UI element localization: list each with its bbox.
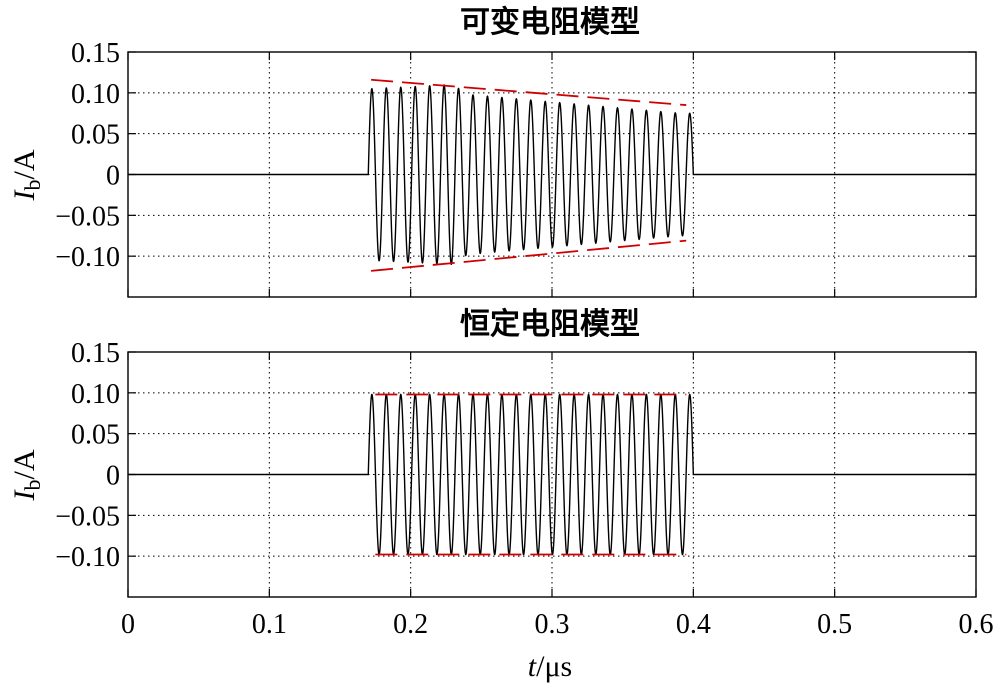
x-tick-label: 0.3	[535, 609, 570, 640]
bottom-panel-frame	[127, 351, 977, 598]
top-panel: 可变电阻模型 0.15 0.10 0.05 0 −0.05 −0.10 Ib/A	[8, 5, 977, 298]
y-tick-label: −0.10	[55, 242, 120, 273]
top-panel-y-tick-labels: 0.15 0.10 0.05 0 −0.05 −0.10	[55, 38, 120, 273]
top-y-label-subscript: b	[20, 180, 45, 191]
top-panel-title: 可变电阻模型	[460, 5, 640, 40]
top-y-label-unit: /A	[8, 149, 41, 179]
y-tick-label: 0.10	[71, 79, 120, 110]
x-tick-label: 0.6	[959, 609, 994, 640]
top-panel-lower-envelope	[371, 239, 687, 272]
x-tick-label: 0.4	[676, 609, 711, 640]
x-tick-label: 0.1	[252, 609, 287, 640]
top-panel-frame	[127, 51, 977, 298]
y-tick-label: 0.05	[71, 420, 120, 451]
y-tick-label: −0.10	[55, 542, 120, 573]
y-tick-label: 0.10	[71, 379, 120, 410]
x-tick-label: 0.2	[393, 609, 428, 640]
x-axis-label: t/μs	[528, 650, 572, 683]
y-tick-label: 0	[106, 161, 120, 192]
bottom-y-label-symbol: I	[8, 489, 41, 502]
top-panel-signal-line	[128, 84, 976, 266]
x-tick-label: 0.5	[817, 609, 852, 640]
bottom-panel-x-tick-labels: 0 0.1 0.2 0.3 0.4 0.5 0.6	[121, 609, 994, 640]
top-panel-y-axis-label: Ib/A	[8, 149, 45, 201]
x-label-unit: /μs	[536, 650, 572, 683]
y-tick-label: 0.05	[71, 120, 120, 151]
bottom-panel-title: 恒定电阻模型	[460, 307, 640, 342]
top-panel-upper-envelope	[371, 78, 687, 106]
bottom-y-label-subscript: b	[20, 480, 45, 491]
x-tick-label: 0	[121, 609, 135, 640]
bottom-panel-y-axis-label: Ib/A	[8, 449, 45, 501]
bottom-panel: 恒定电阻模型 0.15 0.10 0.05 0 −0.05 −0.10 0 0.1 0.2 0.…	[8, 307, 994, 683]
top-y-label-symbol: I	[8, 189, 41, 202]
y-tick-label: 0.15	[71, 338, 120, 369]
bottom-panel-y-tick-labels: 0.15 0.10 0.05 0 −0.05 −0.10	[55, 338, 120, 573]
x-label-symbol: t	[528, 650, 537, 683]
y-tick-label: 0	[106, 461, 120, 492]
bottom-y-label-unit: /A	[8, 449, 41, 479]
y-tick-label: −0.05	[55, 501, 120, 532]
y-tick-label: 0.15	[71, 38, 120, 69]
y-tick-label: −0.05	[55, 201, 120, 232]
